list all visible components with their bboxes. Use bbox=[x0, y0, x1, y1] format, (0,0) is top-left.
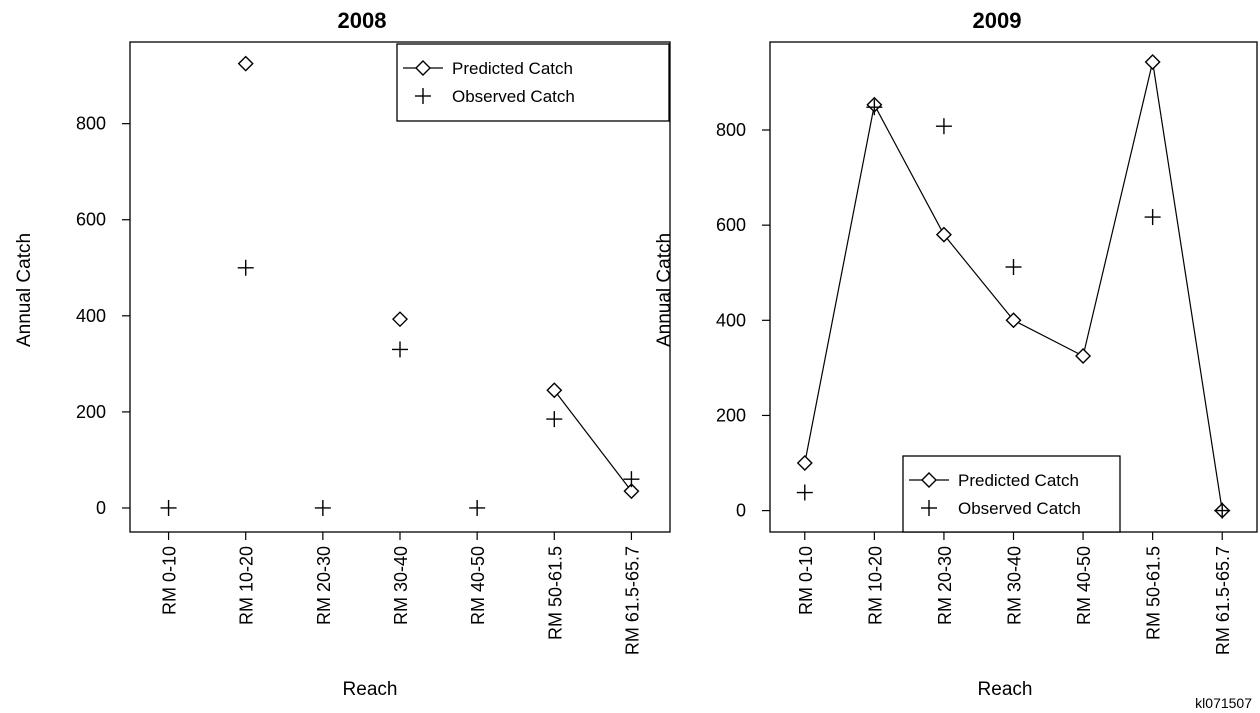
predicted-catch-point bbox=[1005, 312, 1022, 329]
legend-diamond-marker bbox=[415, 60, 431, 76]
chart-panel-2008: 2008 Annual Catch Reach 0 200 400 600 800 RM … bbox=[14, 8, 671, 700]
series-line-segment bbox=[1152, 61, 1223, 511]
legend-label: Predicted Catch bbox=[452, 59, 573, 78]
legend-label: Predicted Catch bbox=[958, 471, 1079, 490]
observed-catch-point bbox=[1144, 209, 1161, 226]
x-tick-label: RM 50-61.5 bbox=[1144, 546, 1164, 640]
series-line-segment bbox=[943, 234, 1014, 321]
legend-box bbox=[902, 455, 1121, 533]
y-tick-label: 200 bbox=[716, 405, 746, 425]
x-tick-label: RM 40-50 bbox=[1074, 546, 1094, 625]
observed-catch-point bbox=[935, 118, 952, 135]
observed-catch-point bbox=[1214, 502, 1231, 519]
x-tick-label: RM 30-40 bbox=[391, 546, 411, 625]
x-tick-label: RM 50-61.5 bbox=[545, 546, 565, 640]
legend: Predicted Catch Observed Catch bbox=[396, 43, 670, 122]
y-tick-label: 800 bbox=[716, 120, 746, 140]
y-tick-label: 800 bbox=[76, 114, 106, 134]
observed-catch-point bbox=[314, 499, 331, 516]
x-axis-label: Reach bbox=[978, 679, 1033, 700]
observed-catch-point bbox=[546, 411, 563, 428]
predicted-catch-point bbox=[796, 455, 813, 472]
observed-catch-point bbox=[1005, 259, 1022, 276]
legend-plus-marker bbox=[921, 500, 937, 516]
y-axis-label: Annual Catch bbox=[14, 233, 35, 347]
predicted-catch-point bbox=[623, 483, 640, 500]
x-tick-label: RM 0-10 bbox=[796, 546, 816, 615]
y-tick-label: 0 bbox=[96, 498, 106, 518]
observed-catch-point bbox=[160, 499, 177, 516]
x-tick-label: RM 0-10 bbox=[160, 546, 180, 615]
y-tick-label: 400 bbox=[76, 306, 106, 326]
chart-panel-2009: 2009 Annual Catch Reach 0 200 400 600 800 RM … bbox=[654, 8, 1258, 700]
y-tick-label: 0 bbox=[736, 501, 746, 521]
x-tick-label: RM 30-40 bbox=[1005, 546, 1025, 625]
legend-label: Observed Catch bbox=[958, 499, 1081, 518]
series-line-segment bbox=[873, 104, 945, 235]
predicted-catch-point bbox=[392, 311, 408, 328]
observed-catch-point bbox=[469, 499, 486, 516]
x-tick-label: RM 61.5-65.7 bbox=[622, 546, 642, 655]
legend-diamond-marker bbox=[921, 472, 937, 488]
predicted-catch-point bbox=[546, 382, 563, 399]
series-line-segment bbox=[804, 104, 875, 464]
observed-catch-point bbox=[392, 341, 408, 358]
predicted-catch-point bbox=[1144, 53, 1161, 70]
legend-plus-marker bbox=[415, 88, 431, 104]
series-line-segment bbox=[553, 389, 632, 492]
observed-catch-point bbox=[796, 484, 813, 501]
predicted-catch-point bbox=[935, 226, 952, 243]
y-axis-label: Annual Catch bbox=[654, 233, 675, 347]
x-tick-label: RM 10-20 bbox=[865, 546, 885, 625]
predicted-catch-point bbox=[237, 55, 254, 72]
chart-title: 2009 bbox=[973, 8, 1022, 33]
x-tick-label: RM 40-50 bbox=[468, 546, 488, 625]
predicted-catch-point bbox=[1075, 347, 1092, 364]
plot-area: 0 200 400 600 800 RM 0-10 RM 10-20 RM 20-30 RM 3… bbox=[716, 41, 1258, 655]
x-tick-label: RM 20-30 bbox=[935, 546, 955, 625]
x-tick-label: RM 10-20 bbox=[237, 546, 257, 625]
legend-label: Observed Catch bbox=[452, 87, 575, 106]
y-tick-label: 200 bbox=[76, 402, 106, 422]
observed-catch-point bbox=[866, 99, 883, 116]
x-axis-label: Reach bbox=[343, 679, 398, 700]
y-tick-label: 600 bbox=[76, 210, 106, 230]
y-tick-label: 400 bbox=[716, 310, 746, 330]
chart-title: 2008 bbox=[338, 8, 387, 33]
observed-catch-point bbox=[237, 259, 254, 276]
series-line-segment bbox=[1082, 61, 1154, 357]
x-tick-label: RM 20-30 bbox=[314, 546, 334, 625]
x-tick-label: RM 61.5-65.7 bbox=[1213, 546, 1233, 655]
y-tick-label: 600 bbox=[716, 215, 746, 235]
figure-id: kl071507 bbox=[1195, 695, 1252, 711]
legend: Predicted Catch Observed Catch bbox=[902, 455, 1121, 533]
observed-catch-point bbox=[623, 471, 640, 488]
plot-area: 0 200 400 600 800 RM 0-10 RM 10-20 RM 20-30 RM 3… bbox=[76, 41, 671, 655]
series-line-segment bbox=[1013, 319, 1084, 357]
legend-box bbox=[396, 43, 670, 122]
